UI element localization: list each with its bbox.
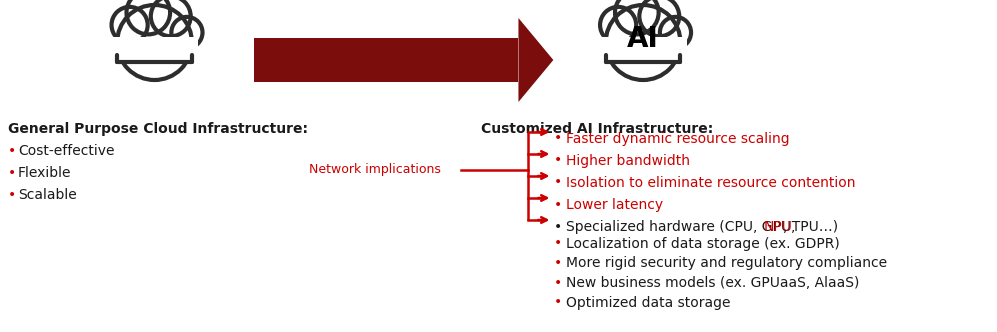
FancyBboxPatch shape [599,38,687,62]
Text: Faster dynamic resource scaling: Faster dynamic resource scaling [566,132,790,146]
Text: •: • [554,131,562,145]
Text: Customized AI Infrastructure:: Customized AI Infrastructure: [481,122,713,136]
Text: •: • [554,176,562,190]
Text: •: • [554,236,562,251]
Circle shape [660,17,691,48]
Text: •: • [554,276,562,290]
Circle shape [639,0,679,36]
Text: Localization of data storage (ex. GDPR): Localization of data storage (ex. GDPR) [566,237,840,251]
Text: New business models (ex. GPUaaS, AlaaS): New business models (ex. GPUaaS, AlaaS) [566,276,859,290]
Text: •: • [8,165,16,180]
Polygon shape [518,18,553,102]
Text: Specialized hardware (CPU, GPU,: Specialized hardware (CPU, GPU, [566,220,800,234]
Text: Network implications: Network implications [309,163,441,177]
Text: •: • [554,219,562,233]
Circle shape [118,5,191,80]
Text: Lower latency: Lower latency [566,198,663,212]
Text: •: • [554,153,562,168]
Text: Cost-effective: Cost-effective [18,144,115,158]
Circle shape [606,5,681,80]
Text: •: • [554,295,562,309]
Text: •: • [554,198,562,211]
Circle shape [600,7,636,43]
Text: AI: AI [627,25,659,53]
Circle shape [112,7,148,43]
Circle shape [151,0,190,36]
Text: , TPU…): , TPU…) [783,220,837,234]
Text: Higher bandwidth: Higher bandwidth [566,154,690,168]
Text: Isolation to eliminate resource contention: Isolation to eliminate resource contenti… [566,176,855,190]
Text: •: • [8,188,16,202]
FancyBboxPatch shape [254,38,518,82]
Text: General Purpose Cloud Infrastructure:: General Purpose Cloud Infrastructure: [8,122,308,136]
Text: More rigid security and regulatory compliance: More rigid security and regulatory compl… [566,257,887,271]
Circle shape [127,0,170,35]
Text: •: • [8,143,16,157]
Text: Scalable: Scalable [18,188,77,202]
Circle shape [171,17,202,48]
FancyBboxPatch shape [111,38,198,62]
Text: •: • [554,256,562,270]
Text: Flexible: Flexible [18,166,72,180]
Circle shape [615,0,659,35]
Text: Optimized data storage: Optimized data storage [566,295,731,309]
Text: NPU: NPU [764,220,793,234]
